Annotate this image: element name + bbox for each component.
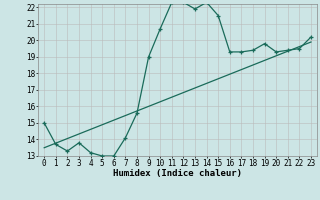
X-axis label: Humidex (Indice chaleur): Humidex (Indice chaleur) [113, 169, 242, 178]
